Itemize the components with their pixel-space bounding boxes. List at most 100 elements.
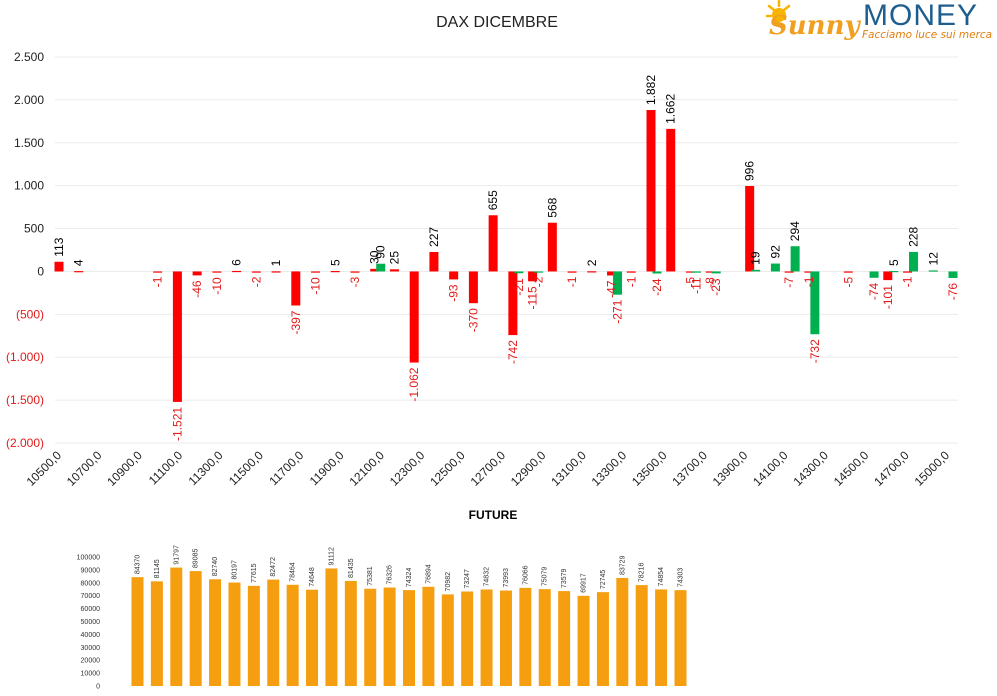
data-label: -1: [565, 276, 579, 287]
future-value-label: 72745: [600, 570, 607, 590]
future-chart: FUTURE 100000900008000070000600005000040…: [77, 510, 687, 691]
data-label: 1: [269, 259, 283, 266]
data-label: -47: [605, 280, 619, 298]
future-title: FUTURE: [469, 510, 518, 522]
future-value-label: 84370: [135, 555, 142, 575]
bar: [626, 271, 636, 273]
future-value-label: 74832: [484, 567, 491, 587]
future-value-label: 74854: [658, 567, 665, 587]
future-y-tick-label: 80000: [81, 580, 101, 587]
y-tick-label: (2.000): [6, 436, 44, 450]
future-value-label: 82740: [212, 557, 219, 577]
future-value-label: 69917: [581, 573, 588, 593]
data-label: 4: [72, 259, 86, 266]
bar: [350, 271, 360, 273]
data-label: -21: [512, 278, 526, 296]
bar: [376, 263, 386, 272]
future-y-tick-label: 10000: [81, 671, 101, 678]
bar: [389, 269, 399, 272]
future-bar: [364, 588, 377, 686]
bar: [666, 128, 676, 272]
future-bar: [558, 591, 571, 686]
data-label: 1.662: [664, 94, 678, 124]
bar: [212, 271, 222, 273]
future-bar: [538, 589, 551, 686]
data-label: -1: [802, 276, 816, 287]
future-bar: [461, 591, 474, 686]
future-bar: [344, 580, 357, 686]
future-bar: [325, 568, 338, 686]
x-tick-label: 12100,0: [346, 448, 387, 489]
y-tick-label: 1.500: [14, 136, 44, 150]
data-label: 5: [328, 259, 342, 266]
grid-lines: [55, 56, 958, 444]
future-bar: [441, 594, 454, 686]
bar: [652, 271, 662, 274]
future-bar: [150, 581, 163, 686]
bar: [192, 271, 202, 276]
future-y-tick-label: 90000: [81, 567, 101, 574]
future-value-label: 73579: [561, 569, 568, 589]
data-label: 12: [926, 252, 940, 266]
bar: [613, 271, 623, 295]
bar: [909, 251, 919, 272]
future-value-label: 77615: [251, 563, 258, 583]
data-label: -1.062: [407, 367, 421, 401]
future-value-label: 74303: [678, 568, 685, 588]
data-label: 228: [907, 227, 921, 247]
data-label: -742: [506, 340, 520, 364]
bar: [567, 271, 577, 273]
future-bar: [655, 589, 668, 686]
bar: [711, 271, 721, 274]
future-bars: [131, 567, 687, 686]
bar: [153, 271, 163, 273]
bars: [54, 110, 958, 402]
bar: [291, 271, 301, 306]
y-tick-label: (1.500): [6, 393, 44, 407]
x-tick-label: 15000,0: [912, 448, 953, 489]
x-tick-label: 11700,0: [266, 448, 306, 488]
future-bar: [267, 579, 280, 686]
bar: [449, 271, 459, 280]
future-value-label: 76326: [387, 565, 394, 585]
data-label: 6: [230, 259, 244, 266]
x-tick-label: 11100,0: [146, 448, 186, 488]
future-value-label: 78216: [639, 563, 646, 583]
data-label: -7: [782, 277, 796, 288]
future-y-tick-label: 50000: [81, 619, 101, 626]
future-value-label: 82472: [270, 557, 277, 577]
logo-tagline: Facciamo luce sui mercati: [862, 29, 993, 41]
x-tick-label: 14300,0: [790, 448, 831, 489]
future-value-label: 81435: [348, 558, 355, 578]
future-value-label: 91797: [173, 545, 180, 565]
bar: [869, 271, 879, 278]
x-tick-label: 12500,0: [427, 448, 468, 489]
y-tick-label: 500: [24, 222, 44, 236]
future-value-label: 83729: [619, 555, 626, 575]
future-value-labels: 84370 81145 91797 89085 82740 80197 77615 82472…: [135, 545, 685, 593]
future-bar: [209, 579, 222, 686]
future-value-label: 73993: [503, 568, 510, 588]
future-value-label: 75381: [367, 566, 374, 586]
bar: [74, 271, 84, 273]
x-tick-label: 14700,0: [871, 448, 912, 489]
bar: [810, 271, 820, 335]
data-label: -1: [901, 276, 915, 287]
data-label: 30: [368, 250, 382, 264]
future-bar: [519, 587, 532, 686]
bar: [903, 271, 913, 273]
data-label: -397: [289, 310, 303, 334]
bar: [607, 271, 617, 276]
data-label: 92: [768, 245, 782, 259]
future-bar: [247, 585, 260, 686]
bar: [751, 269, 761, 272]
future-y-tick-label: 20000: [81, 658, 101, 665]
bar: [705, 271, 715, 273]
x-tick-label: 13900,0: [710, 448, 751, 489]
future-bar: [577, 595, 590, 686]
x-tick-label: 11500,0: [226, 448, 266, 488]
future-y-tick-label: 0: [96, 684, 100, 691]
bar: [745, 186, 755, 272]
bar: [948, 271, 958, 278]
